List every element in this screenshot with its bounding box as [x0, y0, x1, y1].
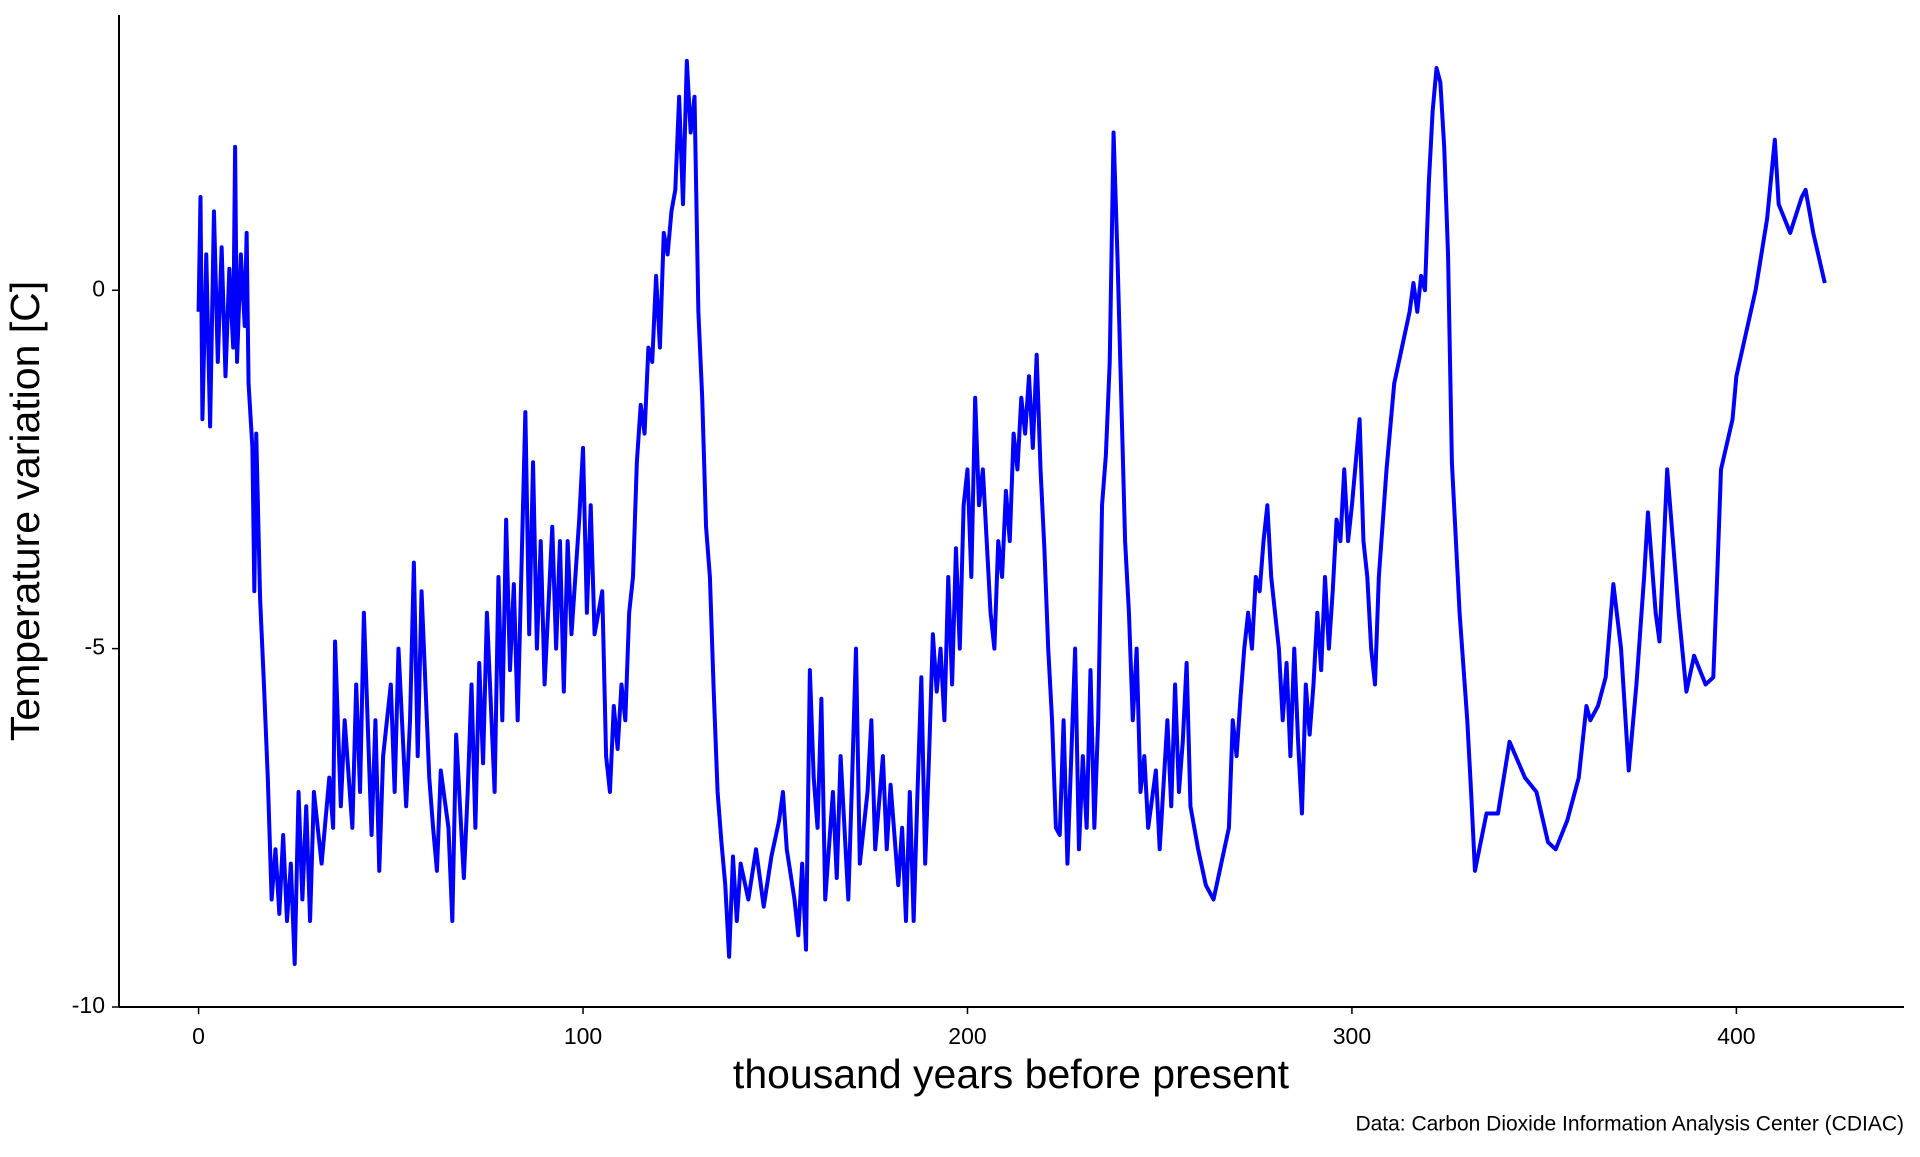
y-tick-label: 0: [92, 275, 105, 301]
x-tick-label: 0: [192, 1023, 205, 1049]
temperature-line: [196, 58, 1827, 966]
caption: Data: Carbon Dioxide Information Analysi…: [1355, 1113, 1904, 1136]
y-tick-label: -5: [85, 634, 105, 660]
x-tick-label: 200: [948, 1023, 986, 1049]
x-axis-title: thousand years before present: [733, 1051, 1290, 1097]
y-axis-title: Temperature variation [C]: [2, 281, 48, 741]
x-tick-label: 300: [1333, 1023, 1371, 1049]
y-tick-label: -10: [72, 992, 105, 1018]
x-tick-label: 400: [1717, 1023, 1755, 1049]
x-tick-label: 100: [564, 1023, 602, 1049]
